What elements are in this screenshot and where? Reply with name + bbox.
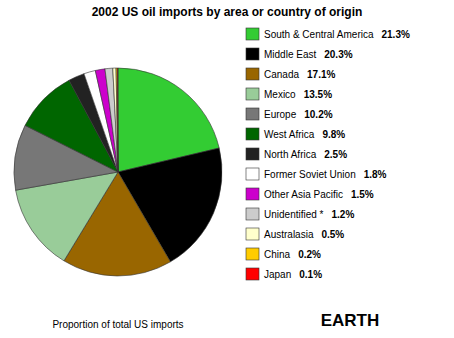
legend-value: 0.2% [298, 249, 321, 260]
legend-swatch [246, 188, 259, 200]
legend-swatch [246, 68, 259, 80]
legend-swatch [246, 28, 259, 40]
legend-swatch [246, 208, 259, 220]
legend: South & Central America 21.3% Middle East 2… [246, 28, 410, 280]
legend-swatch [246, 128, 259, 140]
legend-value: 21.3% [382, 29, 410, 40]
legend-label: Mexico [264, 89, 296, 100]
title: 2002 US oil imports by area or country o… [92, 5, 363, 19]
pie-slice [117, 68, 119, 172]
legend-entry: Japan 0.1% [264, 269, 322, 280]
legend-entry: Middle East 20.3% [264, 49, 353, 60]
legend-entry: China 0.2% [264, 249, 321, 260]
legend-value: 0.1% [299, 269, 322, 280]
legend-value: 1.2% [331, 209, 354, 220]
legend-entry: West Africa 9.8% [264, 129, 345, 140]
legend-value: 1.5% [351, 189, 374, 200]
legend-value: 10.2% [304, 109, 332, 120]
legend-entry: Mexico 13.5% [264, 89, 332, 100]
legend-value: 1.8% [364, 169, 387, 180]
legend-entry: North Africa 2.5% [264, 149, 347, 160]
legend-label: South & Central America [264, 29, 374, 40]
legend-label: Australasia [264, 229, 314, 240]
legend-swatch [246, 248, 259, 260]
legend-label: Canada [264, 69, 299, 80]
pie [14, 68, 222, 276]
legend-label: Middle East [264, 49, 316, 60]
legend-value: 13.5% [304, 89, 332, 100]
pie-slice [116, 68, 118, 172]
legend-entry: Canada 17.1% [264, 69, 335, 80]
legend-label: Other Asia Pacific [264, 189, 343, 200]
legend-value: 2.5% [324, 149, 347, 160]
legend-label: Japan [264, 269, 291, 280]
legend-entry: Other Asia Pacific 1.5% [264, 189, 374, 200]
legend-label: China [264, 249, 291, 260]
legend-swatch [246, 228, 259, 240]
legend-entry: Europe 10.2% [264, 109, 333, 120]
pie-slice [113, 68, 118, 172]
annotation: EARTH [321, 311, 380, 330]
legend-swatch [246, 168, 259, 180]
legend-entry: South & Central America 21.3% [264, 29, 410, 40]
legend-value: 17.1% [307, 69, 335, 80]
pie-slice [105, 68, 118, 172]
legend-label: North Africa [264, 149, 317, 160]
subtitle: Proportion of total US imports [52, 319, 183, 330]
legend-swatch [246, 88, 259, 100]
pie-slice [95, 69, 118, 172]
legend-swatch [246, 148, 259, 160]
legend-value: 20.3% [324, 49, 352, 60]
legend-entry: Unidentified * 1.2% [264, 209, 354, 220]
legend-value: 0.5% [321, 229, 344, 240]
legend-swatch [246, 48, 259, 60]
legend-swatch [246, 268, 259, 280]
legend-value: 9.8% [322, 129, 345, 140]
legend-entry: Australasia 0.5% [264, 229, 344, 240]
legend-label: Europe [264, 109, 297, 120]
legend-label: West Africa [264, 129, 315, 140]
legend-label: Former Soviet Union [264, 169, 356, 180]
legend-entry: Former Soviet Union 1.8% [264, 169, 387, 180]
legend-label: Unidentified * [264, 209, 324, 220]
legend-swatch [246, 108, 259, 120]
chart: 2002 US oil imports by area or country o… [0, 0, 454, 338]
